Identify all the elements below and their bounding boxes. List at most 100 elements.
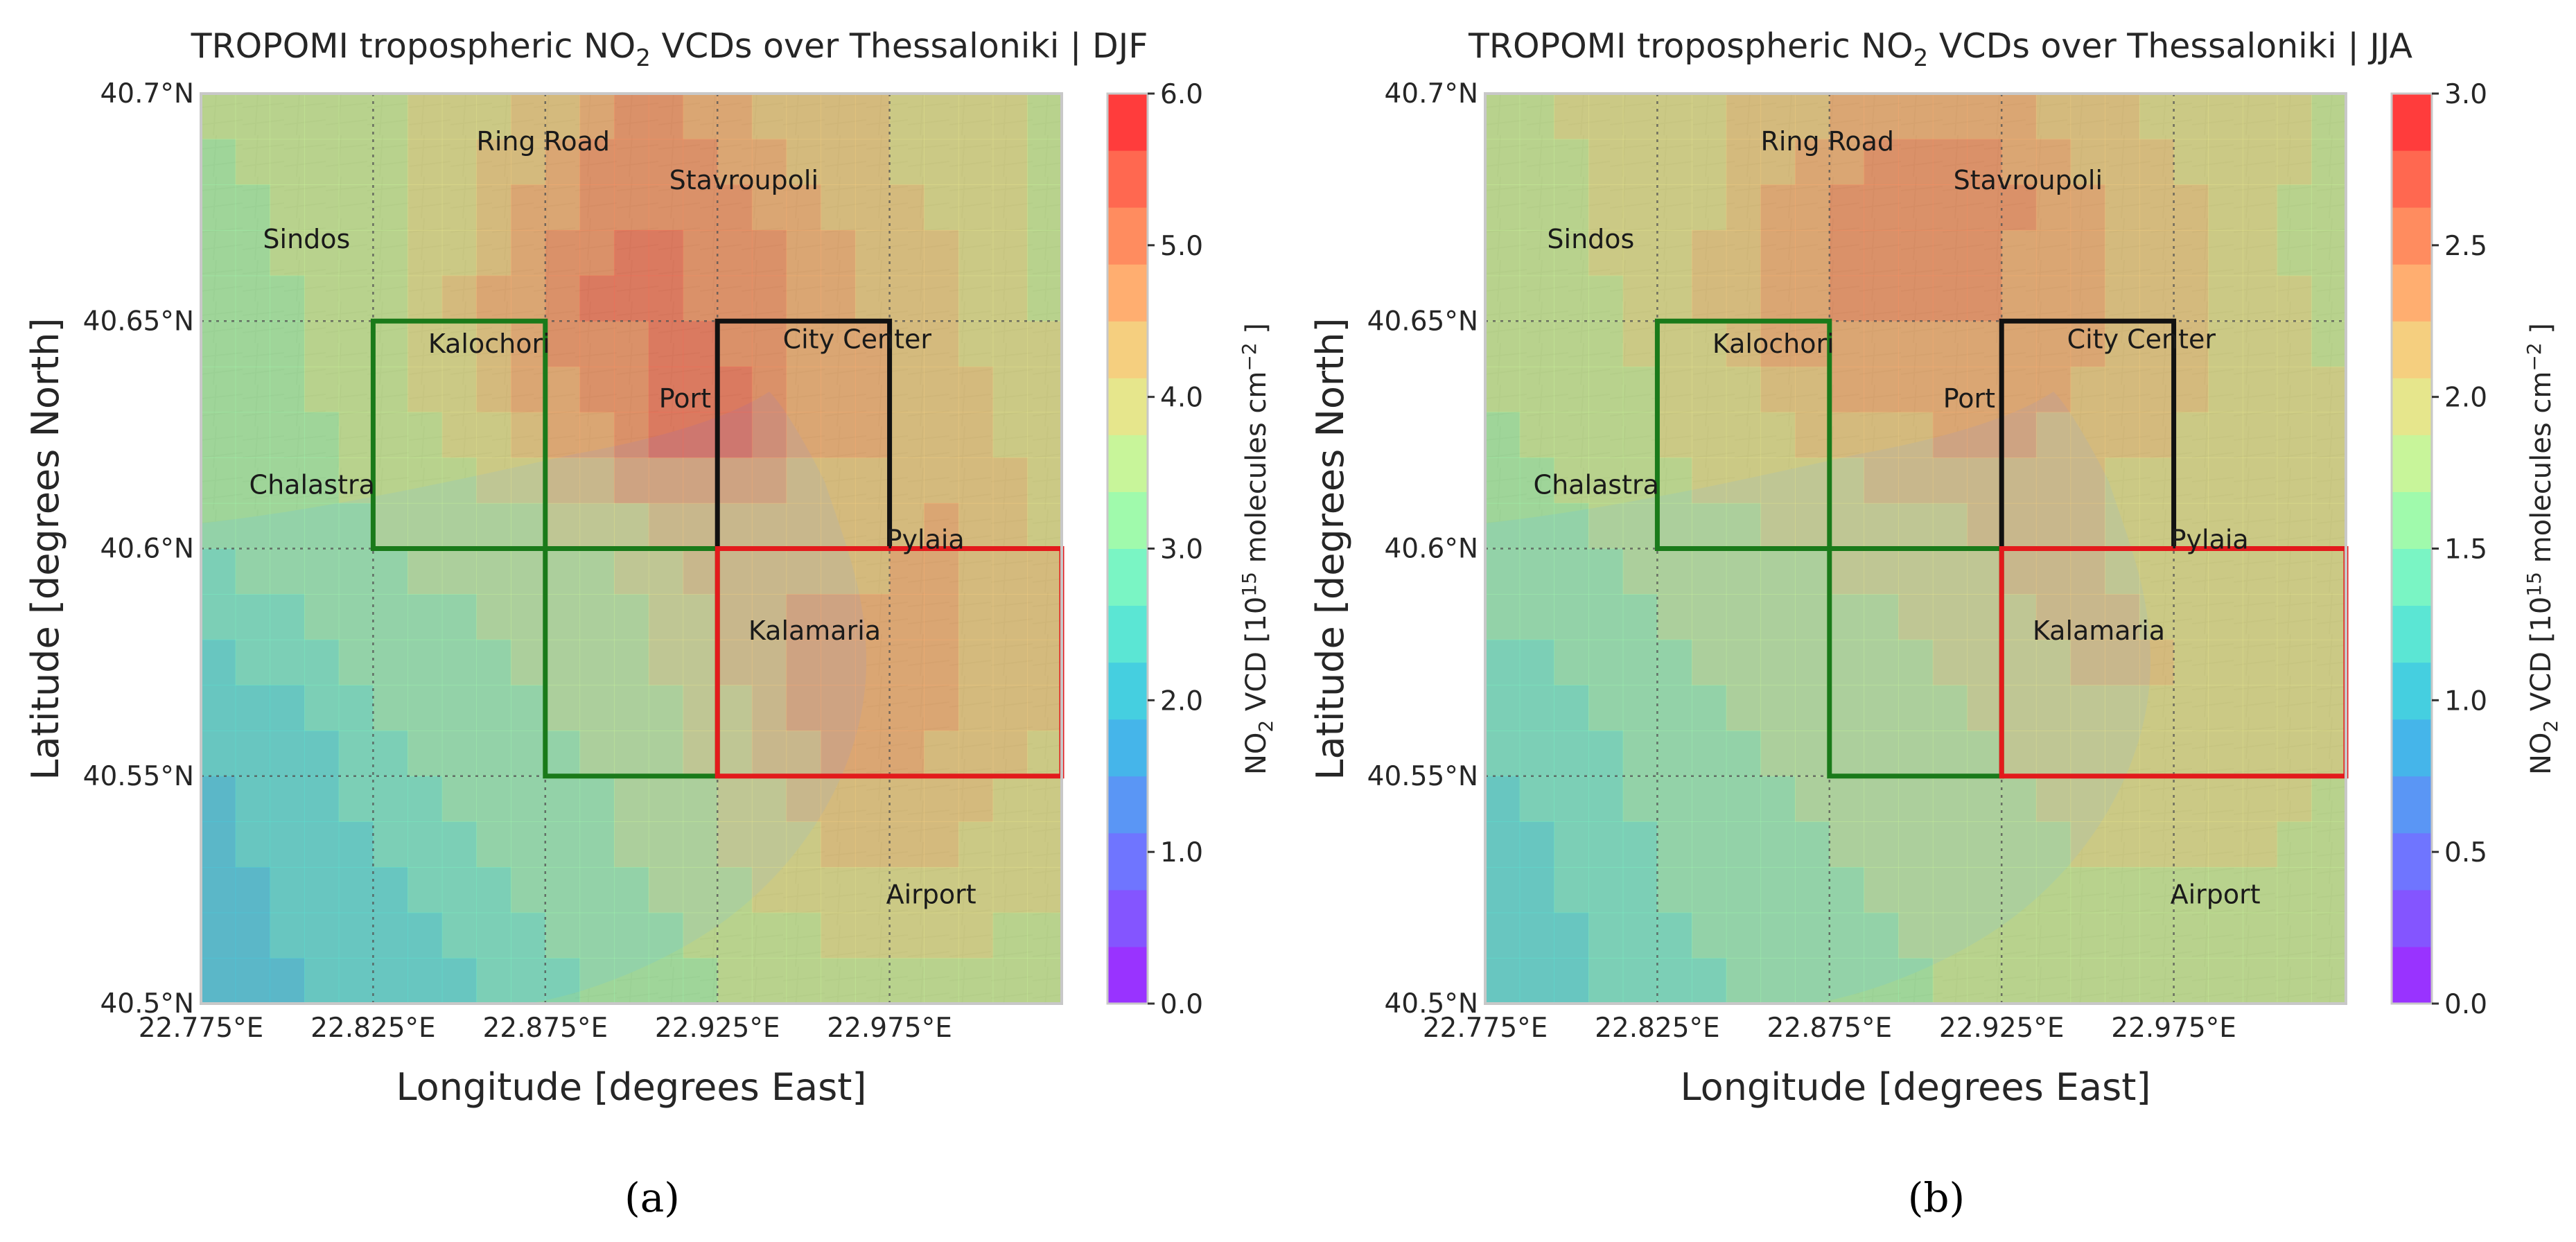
heatmap-cell <box>235 776 270 822</box>
heatmap-cell <box>2208 184 2243 231</box>
heatmap-cell <box>1898 502 1934 550</box>
heatmap-cell <box>786 139 821 185</box>
heatmap-cell <box>1726 321 1762 367</box>
heatmap-cell <box>751 594 787 640</box>
heatmap-cell <box>1485 412 1521 458</box>
heatmap-cell <box>821 457 856 504</box>
heatmap-cell <box>270 457 305 504</box>
heatmap-cell <box>235 867 270 913</box>
heatmap-cell <box>2035 548 2071 595</box>
heatmap-cell <box>1898 958 1934 1004</box>
x-tick-labels: 22.775°E 22.825°E 22.875°E 22.925°E 22.975°E <box>139 1013 952 1044</box>
heatmap-cell <box>648 229 684 277</box>
heatmap-cell <box>1898 275 1934 322</box>
heatmap-cell <box>821 412 856 458</box>
panel-title: TROPOMI tropospheric NO2 VCDs over Thess… <box>191 26 1148 72</box>
x-axis-label: Longitude [degrees East] <box>1681 1065 2151 1109</box>
heatmap-cell <box>1622 184 1658 231</box>
heatmap-cell <box>1864 412 1899 458</box>
heatmap-cell <box>786 776 821 822</box>
heatmap-cell <box>1554 639 1589 686</box>
heatmap-cell <box>2105 184 2140 231</box>
heatmap-cell <box>2242 184 2278 231</box>
heatmap-cell <box>2242 412 2278 458</box>
heatmap-cell <box>2242 229 2278 277</box>
colorbar: 0.0 1.0 2.0 3.0 4.0 5.0 6.0 <box>1106 79 1203 1020</box>
heatmap-cell <box>924 457 959 504</box>
heatmap-cell <box>1027 821 1062 868</box>
heatmap-cell <box>786 685 821 731</box>
heatmap-cell <box>373 821 408 868</box>
heatmap-cell <box>476 685 511 731</box>
colorbar-segment <box>1107 207 1148 265</box>
heatmap-cell <box>1795 412 1830 458</box>
heatmap-cell <box>2208 457 2243 504</box>
heatmap-cell <box>958 731 994 777</box>
heatmap-cell <box>1760 594 1796 640</box>
heatmap-cell <box>476 548 511 595</box>
heatmap-cell <box>1829 321 1865 367</box>
heatmap-cell <box>1485 366 1521 413</box>
heatmap-cell <box>2208 594 2243 640</box>
heatmap-cell <box>2173 412 2209 458</box>
heatmap-cell <box>717 184 753 231</box>
heatmap-cell <box>511 912 546 959</box>
heatmap-cell <box>751 548 787 595</box>
heatmap-cell <box>579 776 615 822</box>
heatmap-cell <box>2105 502 2140 550</box>
heatmap-cell <box>924 412 959 458</box>
heatmap-cell <box>2105 776 2140 822</box>
heatmap-cell <box>304 731 340 777</box>
heatmap-cell <box>1829 184 1865 231</box>
heatmap-cell <box>1932 229 1968 277</box>
heatmap-cell <box>1864 594 1899 640</box>
heatmap-cell <box>1760 639 1796 686</box>
heatmap-cell <box>2139 731 2175 777</box>
heatmap-cell <box>2105 229 2140 277</box>
heatmap-cell <box>2139 502 2175 550</box>
heatmap-cell <box>683 366 718 413</box>
heatmap-cell <box>648 139 684 185</box>
heatmap-cell <box>717 821 753 868</box>
heatmap-cell <box>270 685 305 731</box>
heatmap-cell <box>545 821 581 868</box>
colorbar-segment <box>1107 889 1148 947</box>
heatmap-cell <box>1657 685 1692 731</box>
heatmap-cell <box>889 275 925 322</box>
heatmap-cell <box>821 776 856 822</box>
heatmap-cell <box>1027 867 1062 913</box>
heatmap-cell <box>270 548 305 595</box>
heatmap-cell <box>683 912 718 959</box>
heatmap-cell <box>1829 412 1865 458</box>
place-label: Ring Road <box>476 126 610 157</box>
heatmap-cell <box>579 184 615 231</box>
heatmap-cell <box>1027 412 1062 458</box>
heatmap-cell <box>1829 275 1865 322</box>
heatmap-cell <box>511 685 546 731</box>
heatmap-cell <box>2173 912 2209 959</box>
heatmap-cell <box>201 821 236 868</box>
colorbar-segment <box>1107 719 1148 777</box>
heatmap-cell <box>338 321 374 367</box>
heatmap-cell <box>441 958 477 1004</box>
heatmap-cell <box>717 275 753 322</box>
heatmap-cell <box>2208 548 2243 595</box>
x-axis-label: Longitude [degrees East] <box>396 1065 867 1109</box>
heatmap-cell <box>2035 776 2071 822</box>
place-label: Kalochori <box>428 329 550 359</box>
heatmap-cell <box>1898 94 1934 140</box>
heatmap-cell <box>1760 457 1796 504</box>
heatmap-cell <box>1760 685 1796 731</box>
heatmap-cell <box>579 731 615 777</box>
heatmap-cell <box>889 594 925 640</box>
heatmap-cell <box>2001 139 2037 185</box>
heatmap-cell <box>1967 321 2002 367</box>
heatmap-cell <box>889 229 925 277</box>
heatmap-cell <box>1932 548 1968 595</box>
heatmap-cell <box>270 94 305 140</box>
heatmap-cell <box>786 457 821 504</box>
x-tick-label: 22.875°E <box>482 1013 608 1044</box>
heatmap-cell <box>270 139 305 185</box>
heatmap-cell <box>1692 229 1727 277</box>
heatmap-cell <box>1795 867 1830 913</box>
